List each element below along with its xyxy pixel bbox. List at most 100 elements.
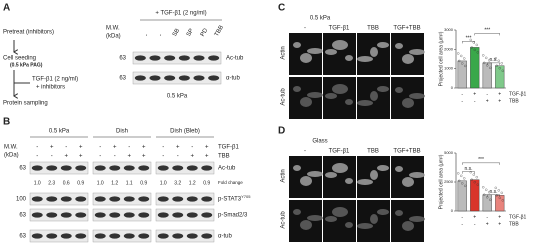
band bbox=[186, 196, 198, 202]
label: - bbox=[486, 214, 488, 220]
band bbox=[31, 165, 43, 171]
label: - bbox=[65, 145, 67, 151]
label: 0.6 bbox=[63, 180, 70, 186]
band bbox=[138, 233, 150, 239]
dot bbox=[457, 172, 460, 175]
label: - bbox=[144, 33, 150, 38]
label: 0.9 bbox=[140, 180, 147, 186]
band bbox=[46, 233, 58, 239]
dot bbox=[488, 59, 491, 62]
dot bbox=[483, 193, 486, 196]
dot bbox=[472, 173, 475, 176]
label: - bbox=[177, 154, 179, 160]
label: 5000 bbox=[444, 150, 454, 155]
label: + TGF-β1 (2 ng/ml) bbox=[155, 11, 206, 17]
label: p-STAT3Y705 bbox=[218, 194, 251, 203]
band bbox=[164, 55, 176, 61]
band bbox=[201, 196, 213, 202]
band bbox=[172, 165, 184, 171]
label: - bbox=[36, 154, 38, 160]
blot bbox=[29, 229, 89, 243]
dot bbox=[475, 43, 478, 47]
label: TGF+TBB bbox=[393, 26, 420, 32]
label: + bbox=[486, 221, 489, 227]
band bbox=[157, 196, 169, 202]
label: 3.2 bbox=[174, 180, 181, 186]
label: 3000 bbox=[444, 27, 454, 32]
superscript: Y705 bbox=[241, 194, 251, 199]
cell bbox=[377, 165, 389, 171]
cell bbox=[325, 172, 337, 178]
label: 1.1 bbox=[126, 180, 133, 186]
label: 2500 bbox=[444, 179, 454, 184]
band bbox=[138, 196, 150, 202]
dot bbox=[476, 51, 479, 54]
band bbox=[178, 55, 190, 61]
bracket bbox=[462, 41, 475, 44]
label: 2000 bbox=[444, 46, 454, 51]
band bbox=[149, 55, 161, 61]
band bbox=[172, 233, 184, 239]
dot bbox=[476, 183, 479, 186]
label: (0.5 kPa PAG) bbox=[10, 62, 43, 68]
cell bbox=[307, 215, 323, 221]
blot bbox=[29, 192, 89, 206]
band bbox=[109, 233, 121, 239]
label: TGF-β1 bbox=[509, 214, 527, 220]
band bbox=[75, 212, 87, 218]
label: TBB bbox=[218, 154, 230, 160]
label: 100 bbox=[16, 197, 27, 203]
band bbox=[186, 233, 198, 239]
band bbox=[134, 55, 146, 61]
cell bbox=[357, 100, 373, 106]
cell bbox=[377, 42, 389, 48]
band bbox=[157, 212, 169, 218]
bracket bbox=[474, 33, 500, 36]
bar bbox=[482, 194, 492, 212]
label: - bbox=[36, 145, 38, 151]
label: 63 bbox=[119, 56, 126, 62]
dot bbox=[498, 67, 501, 70]
dot bbox=[460, 54, 463, 58]
band bbox=[109, 212, 121, 218]
label: Ac-tub bbox=[281, 88, 287, 106]
label: n.s. bbox=[464, 166, 472, 172]
cell bbox=[307, 92, 323, 98]
cell bbox=[300, 176, 312, 186]
blot bbox=[132, 71, 222, 85]
dot bbox=[501, 69, 504, 72]
label: D bbox=[278, 126, 285, 137]
cell bbox=[293, 165, 301, 171]
band bbox=[60, 196, 72, 202]
dot bbox=[485, 56, 488, 60]
band bbox=[75, 196, 87, 202]
cell bbox=[409, 49, 425, 55]
label: + bbox=[190, 154, 194, 160]
cell bbox=[293, 209, 301, 215]
dot bbox=[483, 61, 486, 65]
label: - bbox=[486, 91, 488, 97]
label: Dish bbox=[116, 129, 128, 135]
label: + bbox=[498, 98, 501, 104]
dot bbox=[475, 176, 478, 179]
dot bbox=[458, 179, 461, 182]
cell bbox=[402, 98, 414, 108]
cell bbox=[307, 171, 323, 177]
label: - bbox=[191, 145, 193, 151]
dot bbox=[488, 191, 491, 194]
band bbox=[193, 75, 205, 81]
label: + bbox=[50, 145, 54, 151]
label: + bbox=[79, 145, 83, 151]
dot bbox=[473, 181, 476, 184]
band bbox=[46, 212, 58, 218]
cell bbox=[345, 55, 353, 61]
label: + bbox=[205, 145, 209, 151]
label: Cell seeding bbox=[3, 56, 36, 62]
cell bbox=[325, 93, 337, 99]
label: TGF-β1 (2 ng/ml) bbox=[32, 77, 78, 83]
label: Protein sampling bbox=[3, 101, 48, 107]
label: TGF-β1 bbox=[509, 91, 527, 97]
cell bbox=[409, 93, 425, 99]
dot bbox=[464, 64, 467, 68]
bar bbox=[470, 179, 480, 212]
